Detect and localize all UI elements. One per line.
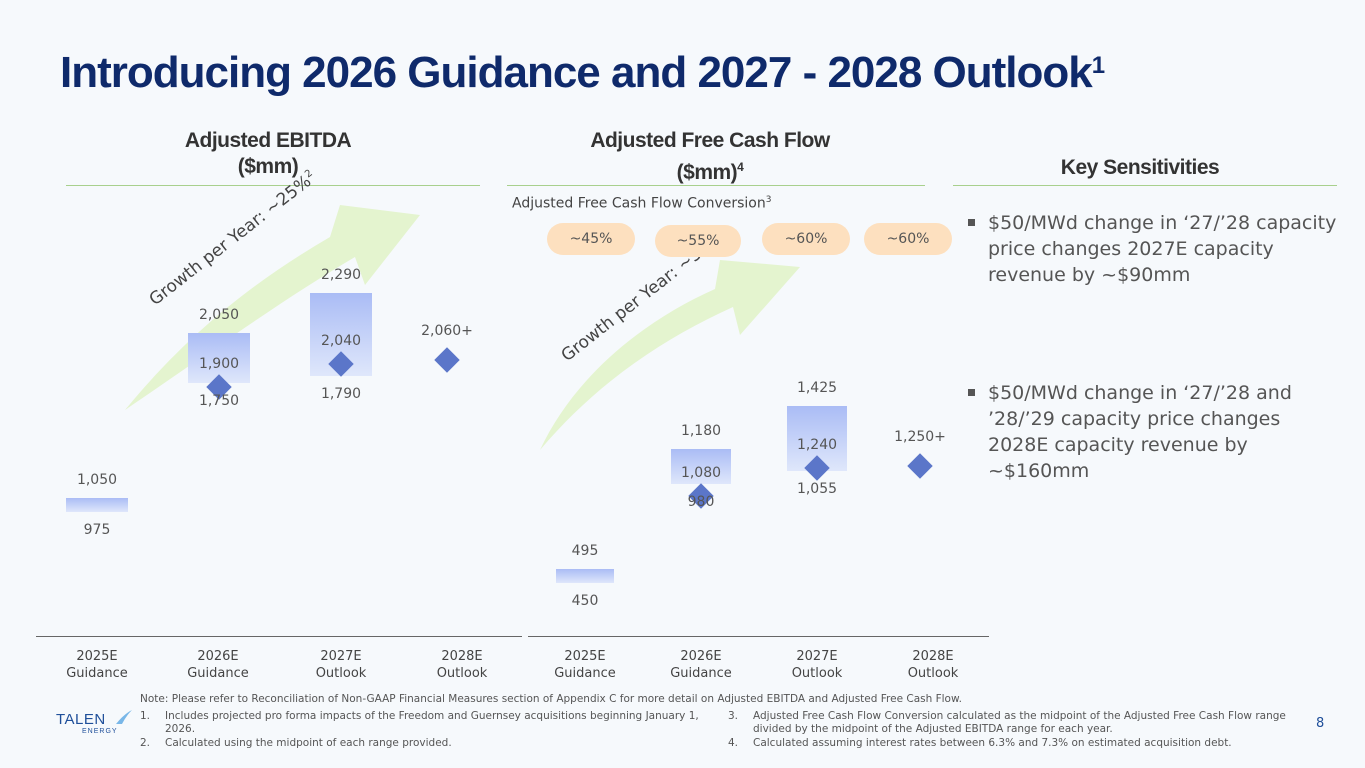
footnote-2: 2. Calculated using the midpoint of each … [140, 737, 452, 749]
fcf-bar-2025 [556, 568, 614, 583]
fcf-category-2026: 2026E Guidance [670, 649, 732, 681]
footnote-4: 4. Calculated assuming interest rates bet… [728, 737, 1232, 749]
fcf-category-2027: 2027E Outlook [791, 649, 843, 681]
page-number: 8 [1316, 716, 1325, 731]
fcf-high-label-2025: 495 [571, 542, 599, 559]
ebitda-high-label-2026: 2,050 [198, 307, 240, 324]
footnote-3: 3. Adjusted Free Cash Flow Conversion cal… [728, 710, 1286, 735]
ebitda-mid-label-2027: 2,040 [320, 332, 362, 349]
ebitda-category-2027: 2027E Outlook [315, 649, 367, 681]
footer-note: Note: Please refer to Reconciliation of … [140, 693, 962, 705]
fcf-low-label-2025: 450 [571, 592, 599, 609]
conversion-pill-2027: ~60% [762, 223, 850, 255]
fcf-x-axis [528, 636, 989, 637]
sensitivities-heading: Key Sensitivities [1060, 156, 1220, 179]
footnote-1: 1. Includes projected pro forma impacts o… [140, 710, 699, 735]
ebitda-low-label-2025: 975 [83, 522, 111, 539]
fcf-low-label-2027: 1,055 [796, 480, 838, 497]
conversion-pill-2026: ~55% [655, 225, 741, 257]
conversion-pill-2028: ~60% [864, 223, 952, 255]
fcf-conversion-label: Adjusted Free Cash Flow Conversion3 [512, 195, 772, 212]
sensitivity-bullet-1: $50/MWd change in ‘27/’28 capacity price… [968, 210, 1338, 288]
fcf-mid-label-2028: 1,250+ [894, 428, 946, 445]
ebitda-category-2025: 2025E Guidance [66, 649, 128, 681]
talen-energy-logo: TALEN ENERGY [56, 710, 136, 735]
page-title: Introducing 2026 Guidance and 2027 - 202… [60, 48, 1105, 97]
ebitda-high-label-2027: 2,290 [320, 267, 362, 284]
fcf-mid-label-2026: 1,080 [680, 464, 722, 481]
fcf-high-label-2027: 1,425 [796, 380, 838, 397]
ebitda-heading-rule [66, 185, 480, 186]
ebitda-growth-arrow [125, 205, 420, 410]
ebitda-bar-2025 [66, 498, 128, 513]
ebitda-mid-label-2026: 1,900 [198, 355, 240, 372]
sensitivity-bullet-2: $50/MWd change in ‘27/’28 and ’28/’29 ca… [968, 380, 1338, 484]
fcf-high-label-2026: 1,180 [680, 423, 722, 440]
fcf-category-2025: 2025E Guidance [554, 649, 616, 681]
fcf-heading: Adjusted Free Cash Flow ($mm)4 [590, 129, 830, 184]
bullet-square-icon [968, 389, 975, 396]
fcf-midpoint-2028 [907, 453, 933, 479]
fcf-bar-2026 [671, 449, 731, 484]
ebitda-category-2026: 2026E Guidance [187, 649, 249, 681]
fcf-growth-arrow [540, 260, 800, 450]
fcf-heading-rule [507, 185, 925, 186]
ebitda-mid-label-2028: 2,060+ [421, 323, 473, 340]
fcf-category-2028: 2028E Outlook [907, 649, 959, 681]
sensitivities-heading-rule [953, 185, 1337, 186]
fcf-mid-label-2027: 1,240 [796, 436, 838, 453]
fcf-low-label-2026: 980 [687, 493, 715, 510]
ebitda-low-label-2027: 1,790 [320, 386, 362, 403]
conversion-pill-2025: ~45% [547, 223, 635, 255]
ebitda-category-2028: 2028E Outlook [436, 649, 488, 681]
ebitda-x-axis [36, 636, 522, 637]
ebitda-midpoint-2028 [434, 347, 460, 374]
ebitda-heading: Adjusted EBITDA ($mm) [184, 129, 352, 178]
ebitda-high-label-2025: 1,050 [76, 472, 118, 489]
bullet-square-icon [968, 219, 975, 226]
logo-swoosh-icon [116, 710, 132, 724]
ebitda-low-label-2026: 1,750 [198, 392, 240, 409]
